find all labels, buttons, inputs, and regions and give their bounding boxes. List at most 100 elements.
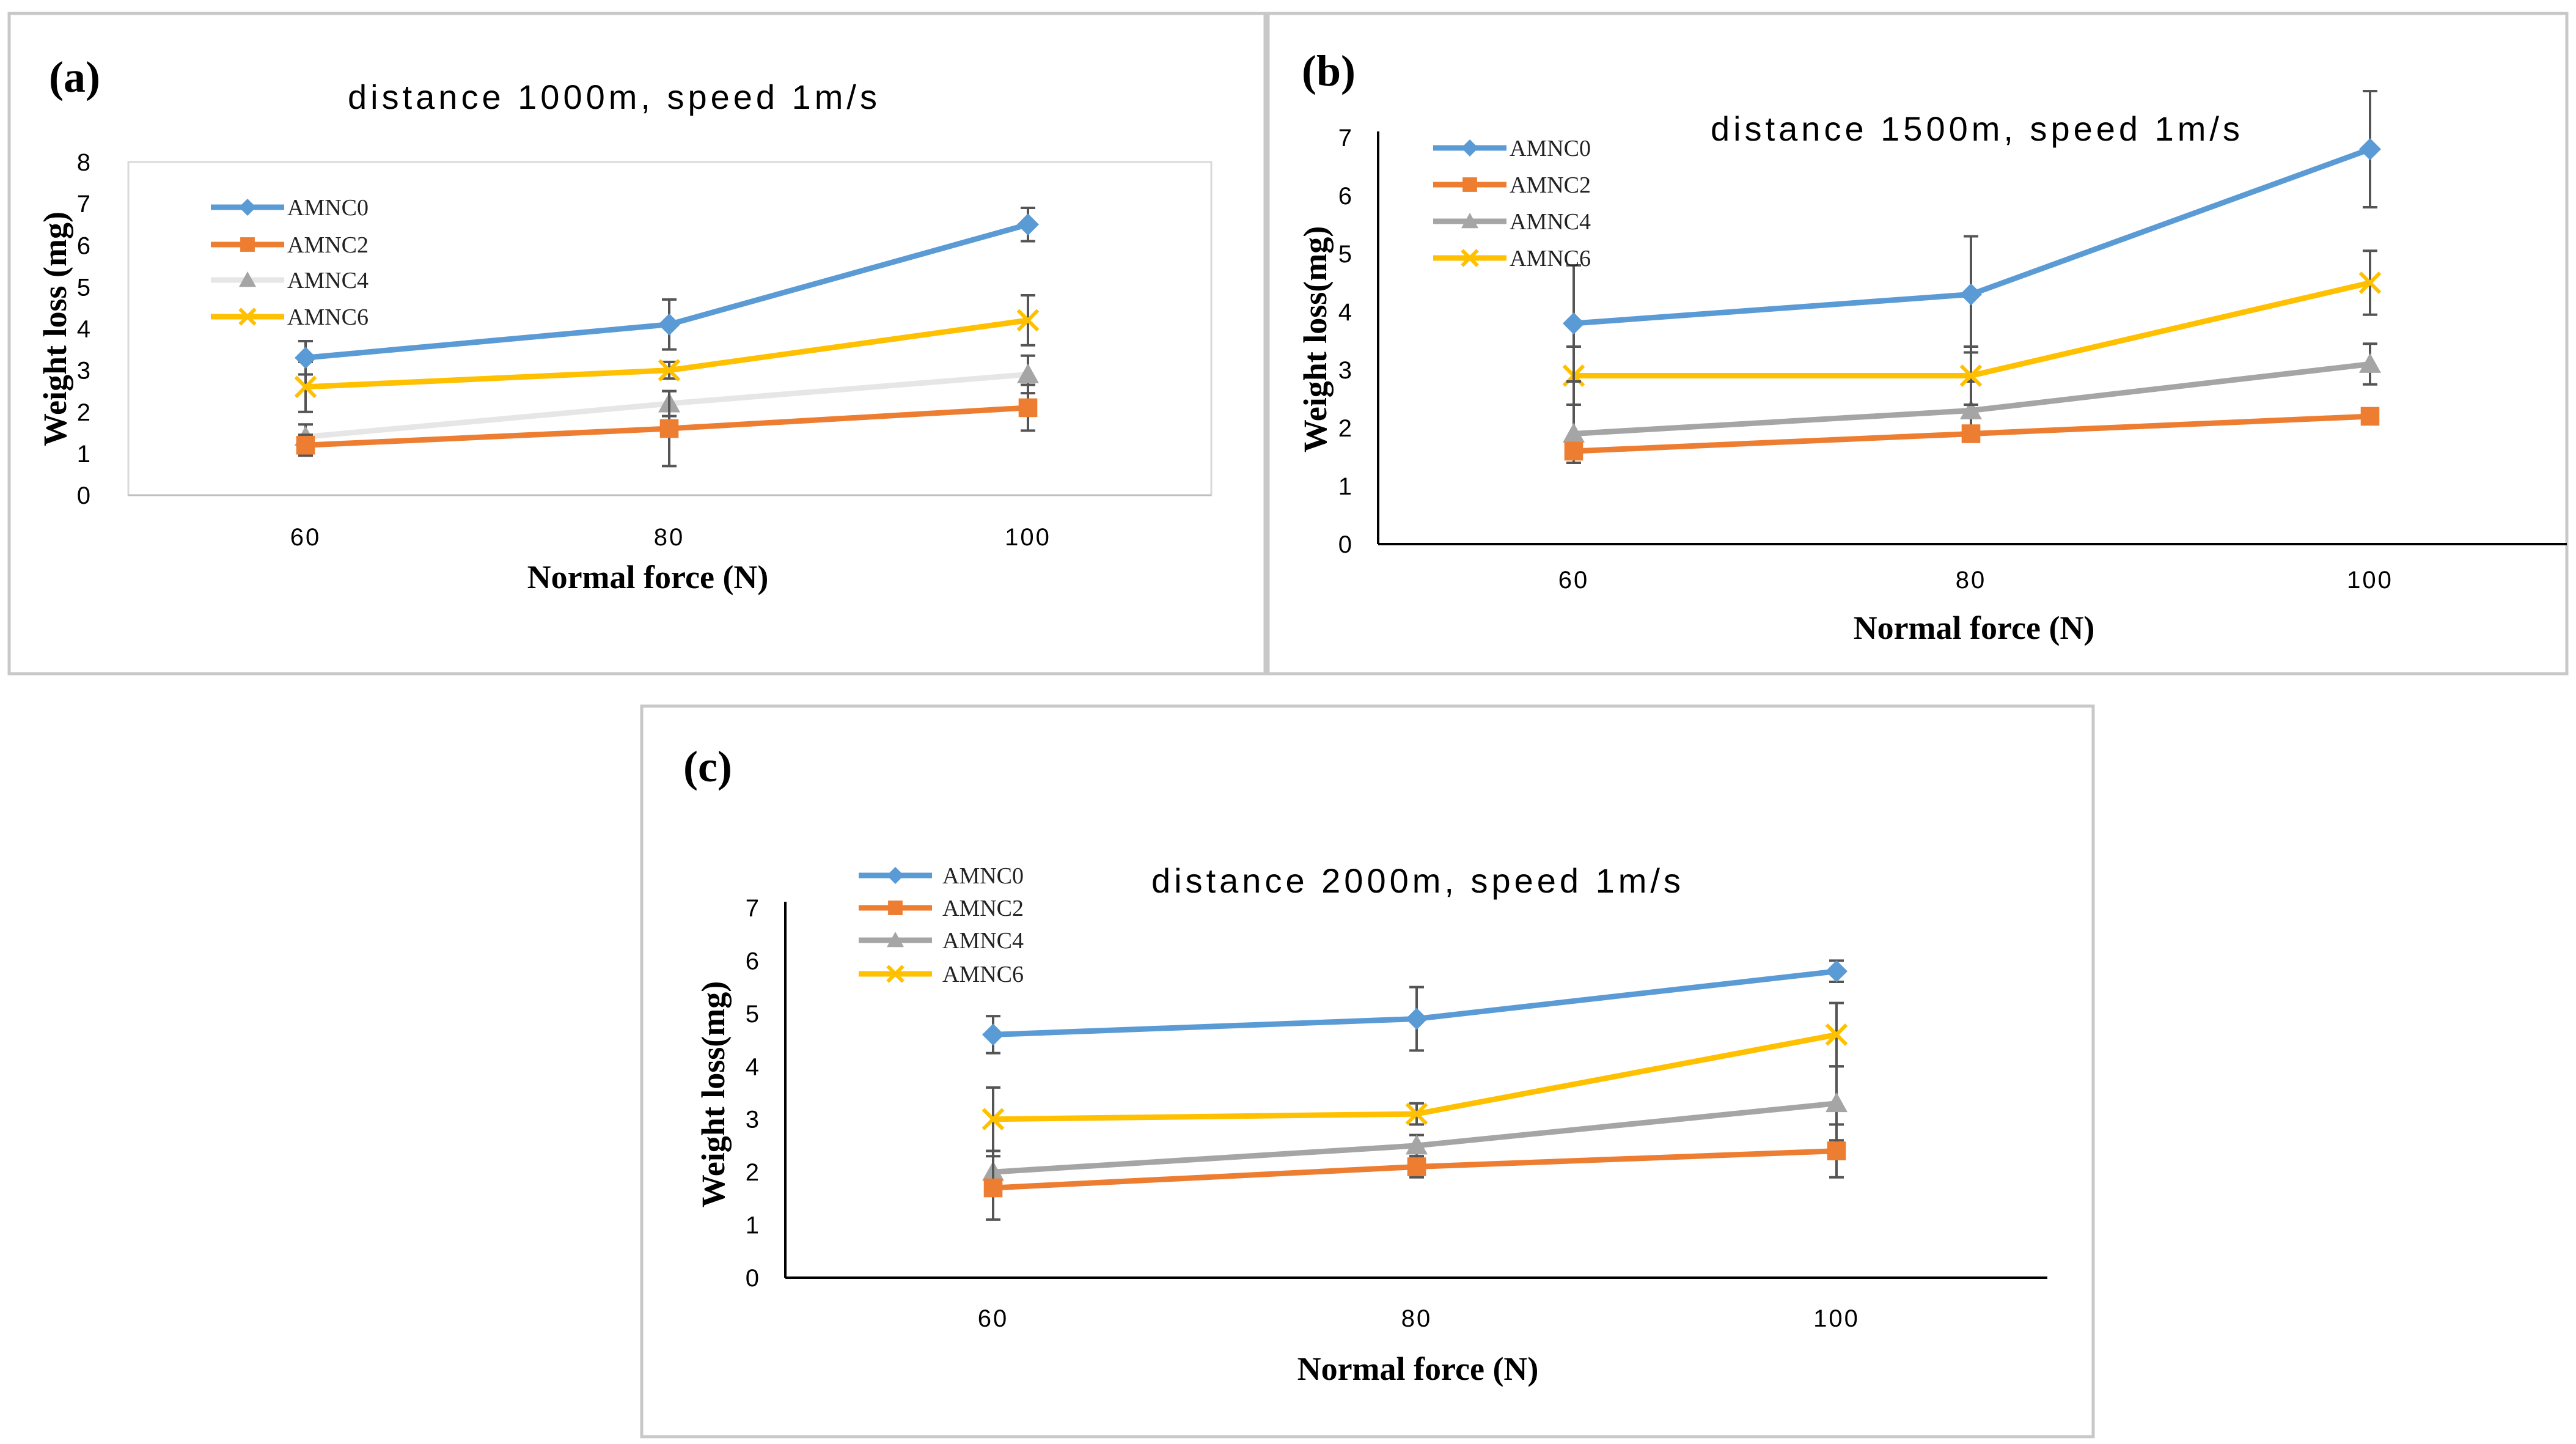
chart-panel-b: (b) distance 1500m, speed 1m/s Normal fo…	[1266, 12, 2569, 676]
x-axis-title: Normal force (N)	[527, 559, 769, 595]
legend-marker	[886, 965, 905, 983]
data-point	[1017, 363, 1039, 383]
legend: AMNC0 AMNC2 AMNC4 AMNC6	[211, 195, 369, 330]
y-axis-title: Weight loss(mg)	[1297, 226, 1334, 453]
legend-label: AMNC6	[1510, 246, 1591, 271]
data-point	[1827, 1141, 1846, 1160]
legend-item: AMNC0	[211, 195, 369, 221]
y-tick-label: 6	[746, 948, 759, 974]
legend-marker	[240, 237, 255, 252]
x-tick-labels: 60 80 100	[978, 1305, 1858, 1332]
legend-item: AMNC0	[859, 863, 1024, 889]
data-point	[2359, 138, 2381, 160]
legend-label: AMNC4	[942, 928, 1024, 954]
y-tick-label: 5	[1338, 241, 1352, 268]
legend-label: AMNC2	[942, 896, 1024, 921]
legend-marker-shape	[888, 901, 903, 915]
legend-item: AMNC0	[1433, 136, 1591, 161]
x-tick-label: 80	[1956, 567, 1987, 594]
data-point	[295, 347, 317, 369]
x-axis-title: Normal force (N)	[1297, 1350, 1539, 1387]
chart-title: distance 2000m, speed 1m/s	[1151, 861, 1684, 900]
y-tick-label: 6	[1338, 183, 1352, 210]
legend-marker-shape	[240, 237, 255, 252]
data-point	[659, 419, 679, 438]
legend-label: AMNC2	[1510, 172, 1591, 198]
y-tick-label: 0	[77, 482, 90, 509]
legend-item: AMNC6	[859, 962, 1024, 987]
y-tick-label: 4	[1338, 299, 1352, 326]
data-point	[1960, 283, 1982, 306]
legend-marker-shape	[1461, 139, 1478, 157]
legend-marker-shape	[1461, 213, 1478, 229]
axes	[784, 902, 2047, 1279]
legend-item: AMNC2	[859, 896, 1024, 921]
y-tick-label: 1	[77, 441, 90, 468]
legend-item: AMNC2	[1433, 172, 1591, 198]
legend-item: AMNC4	[211, 268, 369, 293]
legend-label: AMNC6	[287, 304, 369, 330]
data-point	[983, 1178, 1003, 1198]
data-point	[2360, 407, 2380, 426]
legend-label: AMNC4	[1510, 209, 1591, 235]
legend-marker	[887, 932, 904, 948]
legend: AMNC0 AMNC2 AMNC4 AMNC6	[859, 863, 1024, 987]
legend-marker	[1462, 177, 1477, 192]
legend-marker	[238, 308, 257, 326]
legend-item: AMNC6	[1433, 246, 1591, 271]
x-tick-label: 80	[654, 524, 685, 551]
data-point	[1016, 309, 1040, 332]
data-point	[296, 435, 315, 455]
legend-marker-shape	[887, 867, 904, 884]
y-tick-label: 2	[746, 1159, 759, 1186]
legend-marker	[1461, 139, 1478, 157]
x-axis-title: Normal force (N)	[1854, 610, 2095, 646]
y-tick-label: 7	[1338, 125, 1352, 152]
data-point	[1406, 1134, 1428, 1155]
data-point	[982, 1108, 1005, 1131]
x-tick-label: 100	[1005, 524, 1051, 551]
y-axis-title: Weight loss (mg)	[37, 212, 73, 446]
y-tick-labels: 0 1 2 3 4 5 6 7	[746, 895, 759, 1292]
chart-panel-c: (c) distance 2000m, speed 1m/s Normal fo…	[640, 704, 2095, 1438]
y-tick-label: 1	[1338, 473, 1352, 500]
legend-marker	[1461, 249, 1479, 267]
legend-marker-shape	[239, 199, 256, 216]
data-point	[658, 313, 680, 336]
legend-marker	[888, 901, 903, 915]
series-amnc6	[982, 1001, 1848, 1152]
legend-label: AMNC0	[942, 863, 1024, 889]
data-point	[1405, 1102, 1428, 1125]
x-tick-label: 100	[2347, 567, 2393, 594]
panel-label: (c)	[683, 742, 732, 791]
series-amnc2	[296, 383, 1038, 468]
legend-label: AMNC4	[287, 268, 369, 293]
data-point	[1825, 1023, 1848, 1046]
y-tick-label: 0	[1338, 531, 1352, 558]
axes	[1377, 131, 2567, 545]
y-tick-label: 7	[746, 895, 759, 922]
data-point	[1564, 441, 1583, 461]
legend-marker-shape	[1461, 249, 1479, 267]
y-tick-label: 0	[746, 1265, 759, 1292]
panel-label: (a)	[49, 53, 100, 101]
y-tick-label: 1	[746, 1212, 759, 1239]
legend-label: AMNC0	[287, 195, 369, 221]
legend-label: AMNC6	[942, 962, 1024, 987]
y-tick-label: 2	[1338, 415, 1352, 442]
legend-marker-shape	[239, 271, 256, 287]
data-point	[1826, 960, 1848, 982]
y-tick-label: 4	[746, 1053, 759, 1080]
legend-marker	[239, 271, 256, 287]
y-tick-labels: 0 1 2 3 4 5 6 7	[1338, 125, 1352, 558]
panel-label: (b)	[1302, 46, 1356, 95]
data-point	[658, 359, 681, 381]
y-tick-label: 3	[77, 358, 90, 385]
legend-label: AMNC2	[287, 232, 369, 258]
series-amnc0	[295, 206, 1039, 376]
data-point	[1961, 424, 1981, 443]
data-point	[1406, 1007, 1428, 1030]
chart-title: distance 1000m, speed 1m/s	[348, 78, 881, 116]
series-group	[982, 959, 1848, 1221]
